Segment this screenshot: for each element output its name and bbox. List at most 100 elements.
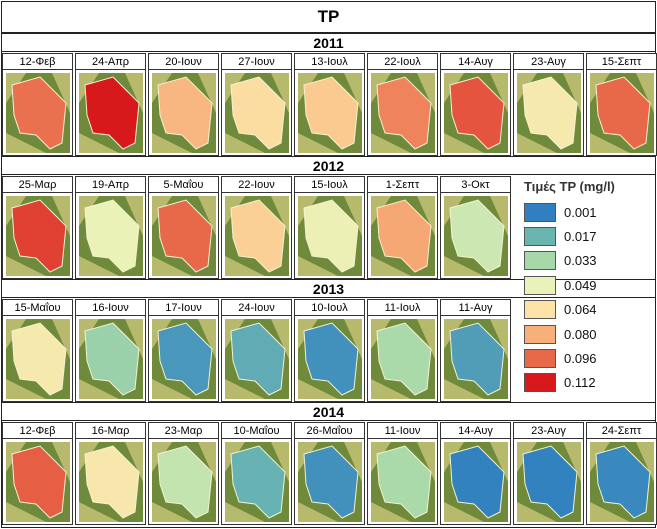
- map-panel: 15-Ιουλ: [294, 176, 365, 279]
- field-patches: [79, 442, 143, 522]
- panel-date-label: 24-Απρ: [76, 54, 145, 70]
- panel-date-label: 20-Ιουν: [149, 54, 218, 70]
- panel-date-label: 22-Ιουλ: [368, 54, 437, 70]
- lake-tp-fill: [157, 76, 213, 150]
- lake-map-image: [444, 196, 508, 276]
- panel-date-label: 19-Απρ: [76, 177, 145, 193]
- map-panel: 14-Αυγ: [440, 53, 511, 156]
- map-panel: 24-Σεπτ: [586, 422, 657, 525]
- map-panel: 5-Μαΐου: [148, 176, 219, 279]
- lake-map-image: [225, 73, 289, 153]
- panel-date-label: 13-Ιουλ: [295, 54, 364, 70]
- lake-tp-fill: [595, 445, 651, 519]
- legend-value: 0.017: [564, 229, 597, 245]
- legend-title: Τιμές TP (mg/l): [524, 179, 615, 194]
- legend-value: 0.112: [564, 375, 596, 391]
- legend: Τιμές TP (mg/l) 0.001 0.017 0.033 0.049 0.06…: [516, 175, 655, 401]
- map-panel: 3-Οκτ: [440, 176, 511, 279]
- lake-tp-fill: [11, 322, 67, 396]
- map-panel: 22-Ιουν: [221, 176, 292, 279]
- field-patches: [225, 73, 289, 153]
- lake-map-image: [371, 196, 435, 276]
- lake-tp-fill: [230, 199, 286, 273]
- lake-map-image: [79, 73, 143, 153]
- lake-tp-fill: [376, 322, 432, 396]
- field-patches: [6, 319, 70, 399]
- map-panel: 24-Ιουν: [221, 299, 292, 402]
- map-panel: 15-Σεπτ: [586, 53, 657, 156]
- lake-tp-fill: [230, 445, 286, 519]
- panel-date-label: 16-Ιουν: [76, 300, 145, 316]
- lake-map-image: [298, 73, 362, 153]
- field-patches: [371, 196, 435, 276]
- lake-tp-fill: [376, 199, 432, 273]
- map-panel: 1-Σεπτ: [367, 176, 438, 279]
- year-header-2012: 2012: [1, 156, 656, 175]
- panel-date-label: 10-Μαΐου: [222, 423, 291, 439]
- legend-entry: 0.064: [524, 298, 655, 322]
- lake-tp-fill: [449, 76, 505, 150]
- lake-map-image: [298, 442, 362, 522]
- panel-date-label: 10-Ιουλ: [295, 300, 364, 316]
- field-patches: [298, 442, 362, 522]
- panel-date-label: 12-Φεβ: [3, 423, 72, 439]
- field-patches: [298, 319, 362, 399]
- field-patches: [444, 196, 508, 276]
- legend-entry: 0.033: [524, 249, 655, 273]
- panel-date-label: 11-Ιουλ: [368, 300, 437, 316]
- field-patches: [371, 442, 435, 522]
- panel-date-label: 5-Μαΐου: [149, 177, 218, 193]
- lake-tp-fill: [11, 445, 67, 519]
- lake-map-image: [79, 319, 143, 399]
- lake-map-image: [444, 442, 508, 522]
- lake-tp-fill: [303, 322, 359, 396]
- field-patches: [225, 319, 289, 399]
- lake-map-image: [517, 442, 581, 522]
- field-patches: [371, 319, 435, 399]
- lake-tp-fill: [230, 76, 286, 150]
- legend-swatch: [524, 300, 556, 320]
- legend-swatch: [524, 324, 556, 344]
- panel-date-label: 23-Μαρ: [149, 423, 218, 439]
- field-patches: [79, 196, 143, 276]
- map-panel: 26-Μαΐου: [294, 422, 365, 525]
- lake-map-image: [590, 442, 654, 522]
- legend-entry: 0.017: [524, 224, 655, 248]
- field-patches: [6, 73, 70, 153]
- panel-date-label: 26-Μαΐου: [295, 423, 364, 439]
- legend-entry: 0.001: [524, 200, 655, 224]
- lake-map-image: [225, 442, 289, 522]
- panel-date-label: 15-Μαΐου: [3, 300, 72, 316]
- lake-map-image: [6, 442, 70, 522]
- panel-date-label: 25-Μαρ: [3, 177, 72, 193]
- field-patches: [152, 196, 216, 276]
- lake-map-image: [6, 73, 70, 153]
- field-patches: [152, 73, 216, 153]
- legend-swatch: [524, 251, 556, 271]
- legend-swatch: [524, 275, 556, 295]
- panel-date-label: 27-Ιουν: [222, 54, 291, 70]
- lake-tp-fill: [157, 322, 213, 396]
- field-patches: [6, 442, 70, 522]
- legend-value: 0.001: [564, 204, 597, 220]
- lake-map-image: [152, 442, 216, 522]
- field-patches: [444, 73, 508, 153]
- lake-tp-fill: [449, 445, 505, 519]
- legend-swatch: [524, 227, 556, 247]
- lake-tp-fill: [84, 445, 140, 519]
- map-panel: 20-Ιουν: [148, 53, 219, 156]
- lake-map-image: [590, 73, 654, 153]
- legend-value: 0.080: [564, 326, 597, 342]
- panel-date-label: 23-Αυγ: [514, 54, 583, 70]
- lake-tp-fill: [84, 199, 140, 273]
- lake-tp-fill: [376, 445, 432, 519]
- field-patches: [152, 442, 216, 522]
- lake-map-image: [444, 319, 508, 399]
- panel-date-label: 16-Μαρ: [76, 423, 145, 439]
- legend-value: 0.064: [564, 302, 597, 318]
- panel-date-label: 23-Αυγ: [514, 423, 583, 439]
- lake-tp-fill: [303, 199, 359, 273]
- map-panel: 23-Αυγ: [513, 53, 584, 156]
- lake-tp-fill: [157, 445, 213, 519]
- lake-map-image: [152, 196, 216, 276]
